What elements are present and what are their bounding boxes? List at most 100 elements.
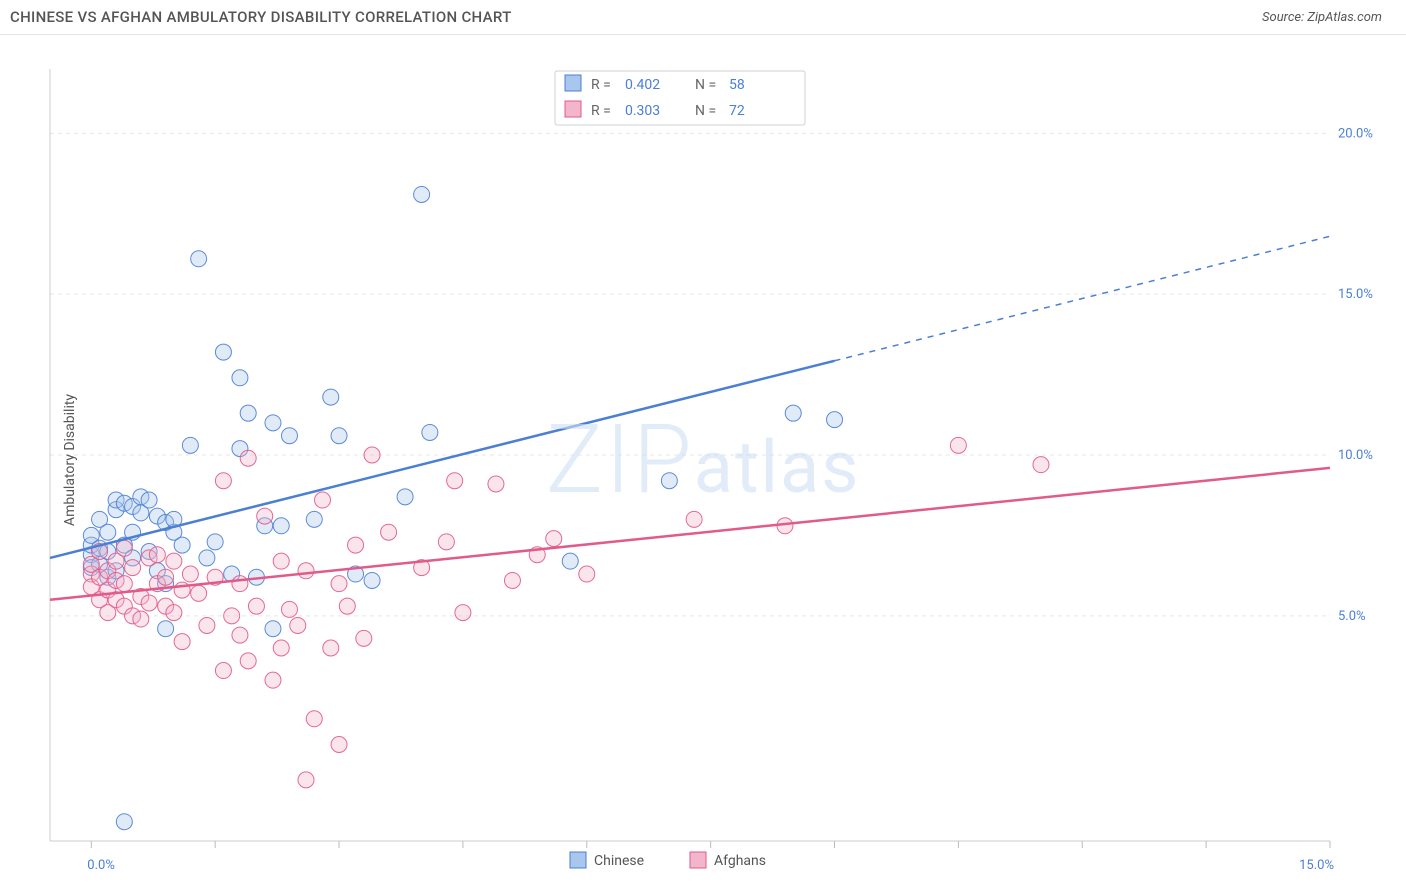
scatter-point (191, 251, 207, 267)
chart-title: CHINESE VS AFGHAN AMBULATORY DISABILITY … (10, 8, 512, 26)
scatter-point (232, 627, 248, 643)
legend-swatch (570, 852, 586, 868)
scatter-point (785, 405, 801, 421)
scatter-point (257, 508, 273, 524)
scatter-point (306, 511, 322, 527)
scatter-point (273, 518, 289, 534)
scatter-point (414, 186, 430, 202)
legend-series-label: Chinese (594, 853, 644, 869)
regression-line (50, 361, 835, 558)
scatter-point (166, 553, 182, 569)
scatter-point (232, 576, 248, 592)
scatter-point (315, 492, 331, 508)
scatter-point (265, 621, 281, 637)
scatter-point (191, 585, 207, 601)
scatter-point (381, 524, 397, 540)
scatter-point (661, 473, 677, 489)
scatter-point (298, 772, 314, 788)
scatter-point (182, 566, 198, 582)
scatter-point (455, 605, 471, 621)
chart-source: Source: ZipAtlas.com (1262, 10, 1382, 25)
scatter-point (364, 572, 380, 588)
scatter-point (248, 598, 264, 614)
regression-line-dashed (835, 236, 1330, 361)
y-axis-label: Ambulatory Disability (62, 394, 78, 526)
scatter-chart: 5.0% 10.0% 15.0% 20.0% 0.0% 15.0% R = 0.402 N = 5… (0, 35, 1406, 885)
y-tick-label: 10.0% (1338, 448, 1373, 463)
scatter-point (422, 424, 438, 440)
scatter-point (339, 598, 355, 614)
scatter-point (298, 563, 314, 579)
scatter-point (273, 640, 289, 656)
scatter-point (133, 611, 149, 627)
legend-n-value: 72 (729, 103, 745, 119)
scatter-point (240, 653, 256, 669)
legend-n-label: N = (695, 103, 716, 119)
x-tick-label: 0.0% (87, 858, 115, 873)
scatter-point (199, 550, 215, 566)
regression-line (50, 468, 1330, 600)
scatter-point (348, 537, 364, 553)
scatter-point (240, 405, 256, 421)
scatter-point (174, 537, 190, 553)
chart-header: CHINESE VS AFGHAN AMBULATORY DISABILITY … (0, 0, 1406, 35)
legend-swatch (565, 75, 581, 91)
scatter-point (116, 576, 132, 592)
y-tick-label: 5.0% (1338, 609, 1366, 624)
scatter-point (207, 534, 223, 550)
y-tick-label: 20.0% (1338, 126, 1373, 141)
scatter-point (364, 447, 380, 463)
scatter-point (504, 572, 520, 588)
scatter-point (224, 608, 240, 624)
scatter-point (447, 473, 463, 489)
scatter-point (215, 473, 231, 489)
scatter-point (356, 630, 372, 646)
scatter-point (686, 511, 702, 527)
scatter-point (215, 344, 231, 360)
scatter-point (149, 547, 165, 563)
scatter-point (306, 711, 322, 727)
scatter-point (290, 617, 306, 633)
scatter-point (579, 566, 595, 582)
scatter-point (281, 428, 297, 444)
x-tick-label: 15.0% (1299, 858, 1334, 873)
legend-r-value: 0.402 (625, 77, 660, 93)
legend-r-label: R = (591, 103, 611, 119)
scatter-point (827, 412, 843, 428)
scatter-point (397, 489, 413, 505)
scatter-point (265, 672, 281, 688)
legend-n-value: 58 (729, 77, 745, 93)
legend-swatch (690, 852, 706, 868)
scatter-point (562, 553, 578, 569)
scatter-point (950, 437, 966, 453)
scatter-point (331, 737, 347, 753)
scatter-point (273, 553, 289, 569)
scatter-point (158, 569, 174, 585)
scatter-point (174, 634, 190, 650)
scatter-point (323, 640, 339, 656)
scatter-point (240, 450, 256, 466)
scatter-point (199, 617, 215, 633)
scatter-point (125, 560, 141, 576)
scatter-point (116, 814, 132, 830)
scatter-point (323, 389, 339, 405)
scatter-point (232, 370, 248, 386)
scatter-point (141, 595, 157, 611)
scatter-point (1033, 457, 1049, 473)
scatter-point (331, 428, 347, 444)
scatter-point (215, 663, 231, 679)
scatter-point (100, 524, 116, 540)
scatter-point (116, 540, 132, 556)
scatter-point (438, 534, 454, 550)
scatter-point (141, 492, 157, 508)
y-tick-label: 15.0% (1338, 287, 1373, 302)
legend-n-label: N = (695, 77, 716, 93)
scatter-point (281, 601, 297, 617)
scatter-point (265, 415, 281, 431)
legend-series-label: Afghans (714, 853, 766, 869)
chart-area: Ambulatory Disability ZIPatlas 5.0%10.0%… (0, 35, 1406, 885)
scatter-point (488, 476, 504, 492)
scatter-point (546, 531, 562, 547)
legend-r-label: R = (591, 77, 611, 93)
scatter-point (166, 605, 182, 621)
